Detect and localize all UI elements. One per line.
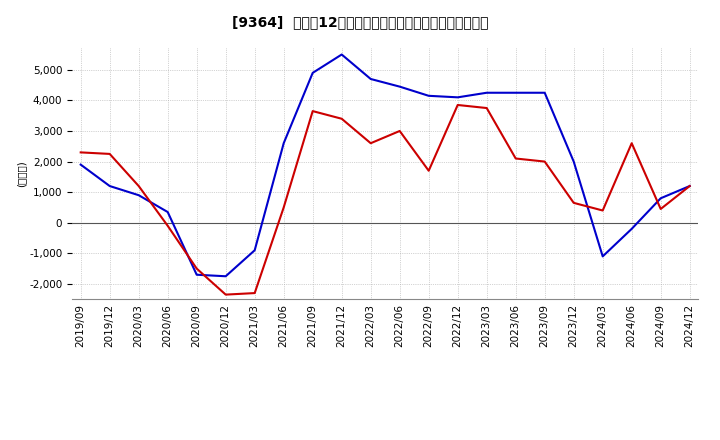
経常利益	[366, 77, 375, 82]
経常利益	[511, 90, 520, 95]
当期純利益	[105, 151, 114, 157]
当期純利益	[192, 266, 201, 271]
当期純利益	[598, 208, 607, 213]
経常利益	[163, 209, 172, 215]
当期純利益	[338, 116, 346, 121]
経常利益	[192, 272, 201, 277]
Text: [9364]  利益の12か月移動合計の対前年同期増減額の推移: [9364] 利益の12か月移動合計の対前年同期増減額の推移	[232, 15, 488, 29]
当期純利益	[221, 292, 230, 297]
当期純利益	[135, 183, 143, 189]
当期純利益	[251, 290, 259, 296]
当期純利益	[395, 128, 404, 134]
当期純利益	[163, 223, 172, 228]
経常利益	[251, 248, 259, 253]
当期純利益	[366, 140, 375, 146]
Line: 当期純利益: 当期純利益	[81, 105, 690, 295]
当期純利益	[482, 106, 491, 111]
経常利益	[627, 226, 636, 231]
経常利益	[541, 90, 549, 95]
当期純利益	[570, 200, 578, 205]
経常利益	[76, 162, 85, 167]
経常利益	[105, 183, 114, 189]
当期純利益	[424, 168, 433, 173]
経常利益	[135, 193, 143, 198]
経常利益	[454, 95, 462, 100]
Line: 経常利益: 経常利益	[81, 55, 690, 276]
経常利益	[598, 254, 607, 259]
Legend: 経常利益, 当期純利益: 経常利益, 当期純利益	[302, 436, 468, 440]
経常利益	[657, 196, 665, 201]
当期純利益	[657, 206, 665, 212]
当期純利益	[685, 183, 694, 189]
当期純利益	[76, 150, 85, 155]
経常利益	[482, 90, 491, 95]
当期純利益	[279, 205, 288, 210]
経常利益	[308, 70, 317, 76]
経常利益	[395, 84, 404, 89]
経常利益	[221, 274, 230, 279]
当期純利益	[308, 108, 317, 114]
経常利益	[424, 93, 433, 99]
経常利益	[570, 159, 578, 164]
当期純利益	[454, 103, 462, 108]
当期純利益	[541, 159, 549, 164]
当期純利益	[511, 156, 520, 161]
経常利益	[279, 140, 288, 146]
当期純利益	[627, 140, 636, 146]
経常利益	[685, 183, 694, 189]
Y-axis label: (百万円): (百万円)	[17, 161, 26, 187]
経常利益	[338, 52, 346, 57]
